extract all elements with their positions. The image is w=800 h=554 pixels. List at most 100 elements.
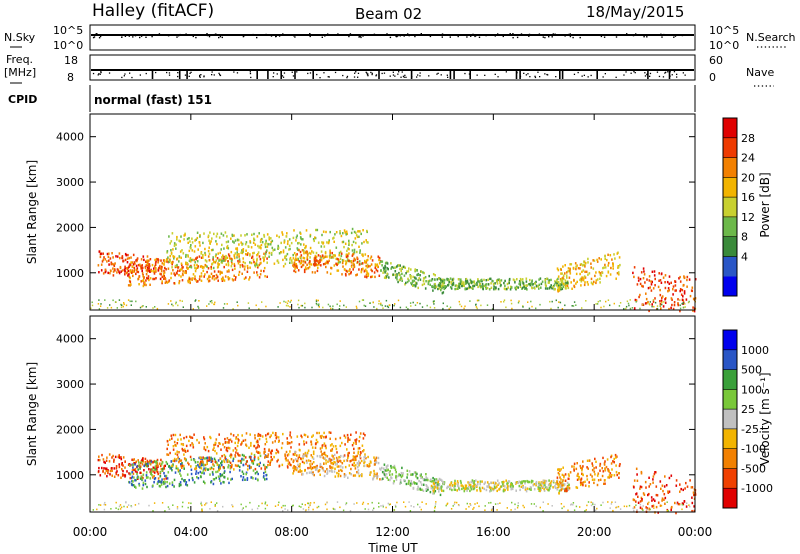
noise-dot [635,33,637,35]
power-cell [335,262,337,265]
velocity-cell [177,456,179,459]
nave-tick-top: 60 [709,54,723,67]
power-cell [266,257,268,260]
velocity-ground-cell [201,508,203,510]
velocity-cell [351,463,354,467]
velocity-cell [266,432,269,436]
power-cell [417,278,419,282]
velocity-cell [526,479,528,483]
power-ground-cell [255,304,257,307]
velocity-cell [237,464,239,467]
power-cell [337,261,340,264]
power-cell [188,265,191,268]
power-cell [212,258,214,261]
power-cell [237,238,240,242]
velocity-cell [120,476,122,479]
power-cell [263,258,265,261]
power-cell [448,280,450,284]
velocity-cell [185,481,188,484]
velocity-cell [208,458,211,462]
velocity-cell [586,466,588,469]
power-cell [598,270,601,274]
velocity-cell [524,486,527,489]
power-cell [346,259,349,262]
power-cell [184,271,186,274]
velocity-cell [166,447,168,451]
velocity-cell [232,459,234,463]
power-cell [149,283,151,286]
velocity-cell [298,454,301,457]
power-cell [198,255,201,258]
power-cell [194,239,196,242]
power-cell [180,235,182,238]
power-cell [211,237,213,240]
velocity-cell [648,492,650,496]
velocity-ground-cell [535,505,537,508]
velocity-cell [354,464,357,467]
velocity-cell [192,443,194,446]
velocity-cell [176,453,179,456]
power-cell [149,270,151,273]
velocity-cell [341,469,343,473]
velocity-cell [586,478,589,481]
power-cell [575,272,578,276]
power-cell [249,254,251,257]
power-cell [425,280,427,283]
velocity-cell [277,440,280,443]
velocity-cell [329,465,332,468]
velocity-cell [128,472,130,475]
velocity-ground-cell [292,504,294,507]
power-cell [469,278,472,282]
velocity-cell [357,447,360,450]
power-cell [216,232,219,235]
velocity-ground-cell [435,501,437,503]
velocity-cell [157,472,159,476]
power-cell [434,284,437,288]
power-cell [650,289,653,292]
velocity-cell [349,460,352,463]
noise-dot [309,35,311,38]
velocity-ground-cell [298,505,300,508]
velocity-cell [235,437,237,440]
power-cell [142,275,144,278]
power-cell [234,239,237,242]
noise-dot [568,33,570,36]
power-cell [359,230,361,233]
velocity-cell [205,457,207,460]
power-cell [141,266,144,270]
velocity-cell [166,477,169,480]
velocity-cell [558,491,560,495]
velocity-cell [581,472,584,476]
velocity-cell [265,474,267,477]
power-cell [224,256,226,259]
velocity-cell [359,453,361,457]
velocity-cell [497,483,499,486]
power-cell [556,284,558,287]
velocity-cell [216,470,219,473]
velocity-cell [518,484,521,488]
power-cell [137,270,140,274]
power-cell [599,281,601,284]
power-ground-cell [681,302,683,305]
power-cell [129,270,132,273]
power-cell [295,254,297,257]
power-cell [355,241,357,245]
power-cell [224,275,227,278]
power-cell [437,287,439,291]
noise-dot [657,34,659,36]
power-cell [357,230,359,233]
power-cell [514,281,516,284]
nave-dot [392,74,395,76]
power-cell [301,249,304,252]
power-ground-cell [247,302,250,304]
velocity-cell [289,434,291,437]
velocity-cell [212,473,214,476]
velocity-cell [238,465,241,469]
power-cell [396,273,398,276]
power-cell [431,285,434,288]
velocity-cell [381,477,384,480]
power-cell [600,274,603,277]
noise-dot [399,35,401,37]
velocity-ground-cell [103,503,105,506]
power-cell [263,257,265,260]
